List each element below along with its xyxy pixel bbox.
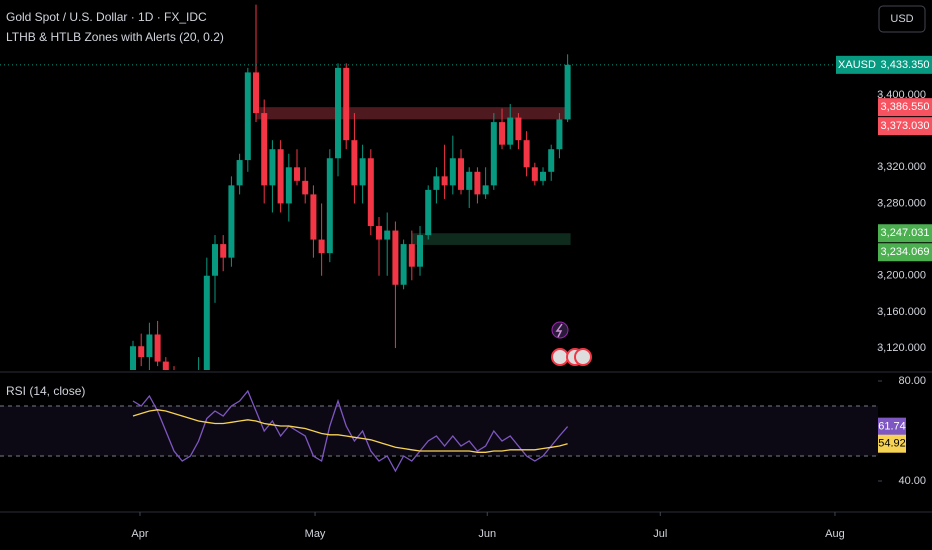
rsi-value-label: 61.74	[878, 421, 906, 433]
y-tick-label: 3,200.000	[877, 270, 926, 282]
rsi-tick-label: 40.00	[898, 475, 926, 487]
candle-body	[384, 230, 391, 240]
candle-body	[359, 158, 366, 186]
candle-body	[523, 140, 530, 168]
candle-body	[335, 67, 342, 159]
candle-body	[458, 158, 465, 190]
y-tick-label: 3,320.000	[877, 161, 926, 173]
rsi-value-tag	[878, 417, 906, 436]
price-tag	[878, 117, 932, 136]
price-tag	[878, 98, 932, 117]
currency-button[interactable]	[878, 5, 926, 33]
candle-body	[556, 119, 563, 150]
event-icon	[551, 348, 569, 366]
rsi-pane	[0, 389, 878, 473]
candle-body	[433, 176, 440, 190]
candle-body	[253, 72, 260, 114]
x-tick-label: Jul	[653, 528, 667, 540]
candle-body	[499, 122, 506, 145]
rsi-tick-label: 80.00	[898, 375, 926, 387]
candle-body	[146, 334, 153, 358]
candle-body	[490, 122, 497, 186]
candle-body	[531, 167, 538, 181]
rsi-value-label: 54.92	[878, 438, 906, 450]
candle-body	[376, 226, 383, 240]
price-tag	[878, 224, 932, 243]
candle-body	[269, 149, 276, 186]
price-pane	[0, 4, 878, 370]
candle-body	[318, 239, 325, 254]
event-icon	[574, 348, 592, 366]
zone	[411, 233, 571, 245]
candle-body	[343, 67, 350, 141]
symbol-tag	[836, 55, 878, 74]
candle-body	[548, 149, 555, 172]
candle-body	[564, 64, 571, 120]
candle-body	[466, 171, 473, 190]
price-tag-label: 3,234.069	[881, 246, 930, 258]
candle-body	[400, 244, 407, 285]
price-tag-label: 3,373.030	[881, 120, 930, 132]
symbol-tag-label: XAUSD	[838, 59, 876, 71]
candle-body	[154, 334, 161, 362]
candle-body	[302, 180, 309, 195]
price-tag	[878, 55, 932, 74]
candle-body	[425, 189, 432, 236]
symbol-title: Gold Spot / U.S. Dollar · 1D · FX_IDC	[6, 10, 207, 24]
y-tick-label: 3,400.000	[877, 89, 926, 101]
candle-body	[203, 275, 210, 370]
candle-body	[507, 117, 514, 145]
candle-body	[228, 185, 235, 258]
candle-body	[515, 117, 522, 141]
price-tag-label: 3,433.350	[881, 59, 930, 71]
candle-body	[392, 230, 399, 285]
candle-body	[417, 235, 424, 267]
candle-body	[294, 167, 301, 181]
candle-body	[162, 361, 169, 370]
price-tag-label: 3,386.550	[881, 101, 930, 113]
candle-body	[367, 158, 374, 227]
candle-body	[449, 158, 456, 186]
rsi-band	[0, 406, 878, 456]
candle-body	[351, 140, 358, 186]
candle-body	[130, 346, 137, 370]
x-tick-label: Jun	[478, 528, 496, 540]
x-tick-label: Apr	[131, 528, 148, 540]
candle-body	[277, 149, 284, 204]
y-tick-label: 3,280.000	[877, 197, 926, 209]
candle-body	[474, 171, 481, 195]
candle-body	[261, 113, 268, 186]
price-tag	[878, 243, 932, 262]
price-tag-label: 3,247.031	[881, 227, 930, 239]
candle-body	[285, 167, 292, 204]
rsi-line	[132, 409, 568, 453]
currency-label[interactable]: USD	[890, 13, 913, 25]
rsi-title: RSI (14, close)	[6, 384, 85, 398]
event-icon	[555, 323, 563, 338]
overlay: 3,400.000 3,320.000 3,280.000 3,200.000 3,16…	[131, 55, 932, 540]
candle-body	[326, 158, 333, 254]
candle-body	[408, 244, 415, 267]
event-icons	[551, 321, 592, 366]
zone	[256, 107, 571, 120]
candle-body	[482, 185, 489, 195]
y-tick-label: 3,160.000	[877, 306, 926, 318]
candle-body	[310, 194, 317, 240]
candle-body	[236, 160, 243, 186]
candle-body	[441, 176, 448, 186]
candle-body	[540, 171, 547, 181]
x-tick-label: Aug	[825, 528, 845, 540]
candle-body	[212, 244, 219, 276]
candle-body	[244, 72, 251, 161]
rsi-value-tag	[878, 434, 906, 453]
event-icon	[551, 321, 569, 339]
x-tick-label: May	[305, 528, 326, 540]
y-tick-label: 3,120.000	[877, 342, 926, 354]
candle-body	[220, 244, 227, 258]
indicator-title: LTHB & HTLB Zones with Alerts (20, 0.2)	[6, 30, 224, 44]
candle-body	[138, 346, 145, 358]
